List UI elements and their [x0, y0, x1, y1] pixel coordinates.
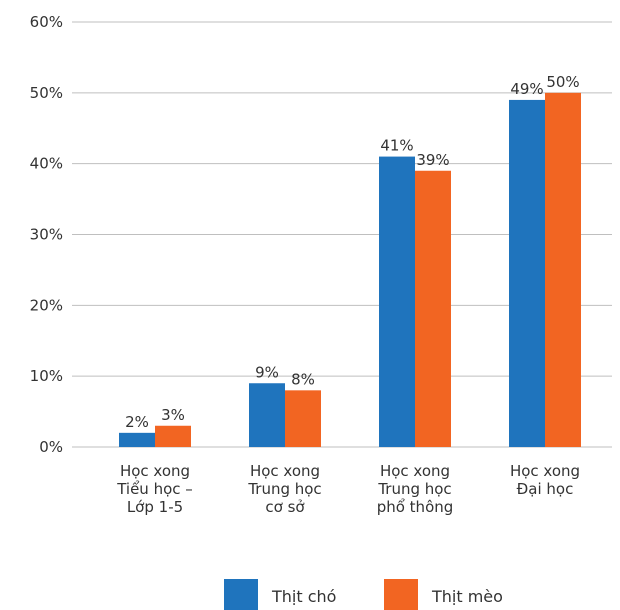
bar-thit-meo	[155, 425, 191, 447]
y-tick-label: 30%	[30, 226, 63, 244]
bars	[119, 92, 581, 448]
bar-thit-meo	[415, 170, 451, 447]
y-tick-label: 50%	[30, 84, 63, 102]
x-category-label: Học xong Trung học phổ thông	[377, 462, 454, 516]
data-label: 39%	[416, 151, 449, 169]
y-axis-ticks: 0% 10% 20% 30% 40% 50% 60%	[30, 13, 63, 456]
data-labels: 2% 9% 41% 49% 3% 8% 39% 50%	[125, 73, 580, 431]
data-label: 9%	[255, 363, 279, 381]
bar-thit-cho	[119, 432, 155, 447]
x-category-line: Học xong	[510, 462, 580, 480]
x-category-line: Tiểu học –	[116, 480, 193, 498]
x-category-label: Học xong Trung học cơ sở	[247, 462, 321, 516]
x-category-line: Trung học	[377, 480, 451, 498]
legend-label: Thịt chó	[271, 587, 336, 606]
y-tick-label: 40%	[30, 155, 63, 173]
x-category-line: phổ thông	[377, 498, 454, 516]
x-category-line: cơ sở	[265, 498, 305, 516]
data-label: 49%	[510, 80, 543, 98]
x-category-line: Học xong	[380, 462, 450, 480]
x-category-line: Đại học	[517, 480, 574, 498]
data-label: 50%	[546, 73, 579, 91]
x-category-line: Học xong	[120, 462, 190, 480]
data-label: 8%	[291, 370, 315, 388]
y-tick-label: 0%	[39, 438, 63, 456]
x-category-line: Lớp 1-5	[127, 498, 183, 516]
bar-thit-cho	[249, 383, 285, 447]
y-tick-label: 10%	[30, 367, 63, 385]
data-label: 3%	[161, 406, 185, 424]
bar-thit-meo	[285, 390, 321, 447]
legend-swatch	[384, 579, 418, 610]
legend: Thịt chó Thịt mèo	[224, 579, 503, 610]
data-label: 41%	[380, 137, 413, 155]
bar-thit-cho	[379, 156, 415, 448]
bar-thit-cho	[509, 99, 545, 448]
data-label: 2%	[125, 413, 149, 431]
y-tick-label: 20%	[30, 296, 63, 314]
x-category-label: Học xong Đại học	[510, 462, 580, 498]
x-category-label: Học xong Tiểu học – Lớp 1-5	[116, 462, 193, 516]
x-category-line: Học xong	[250, 462, 320, 480]
legend-label: Thịt mèo	[431, 587, 503, 606]
x-category-line: Trung học	[247, 480, 321, 498]
gridlines	[72, 21, 612, 448]
legend-swatch	[224, 579, 258, 610]
bar-thit-meo	[545, 92, 581, 447]
y-tick-label: 60%	[30, 13, 63, 31]
